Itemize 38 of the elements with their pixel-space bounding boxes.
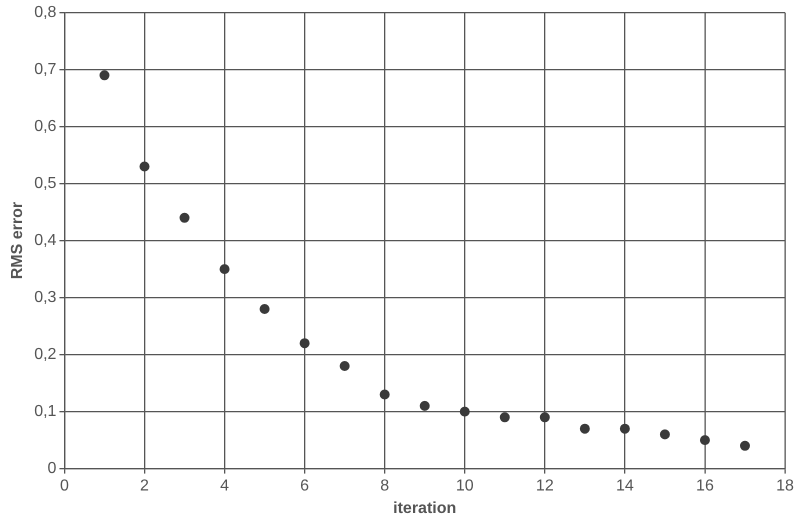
point [380, 390, 390, 400]
point [620, 424, 630, 434]
x-axis-title: iteration [393, 500, 456, 517]
point [300, 338, 310, 348]
point [220, 264, 230, 274]
point [660, 429, 670, 440]
point [700, 435, 710, 446]
point [460, 406, 470, 417]
x-tick-label: 10 [456, 478, 474, 495]
point [540, 412, 550, 422]
x-tick-label: 16 [696, 478, 714, 495]
x-tick-label: 4 [220, 478, 230, 495]
x-tick-label: 18 [776, 478, 794, 495]
point [500, 412, 510, 422]
y-tick-label: 0,1 [34, 403, 57, 420]
x-tick-label: 2 [140, 478, 150, 495]
point [140, 162, 150, 172]
point [580, 424, 590, 434]
point [180, 212, 190, 223]
y-tick-label: 0,8 [34, 4, 57, 22]
point [260, 304, 270, 314]
point [99, 70, 110, 80]
y-tick-label: 0,7 [34, 61, 57, 78]
y-tick-label: 0 [48, 460, 57, 478]
y-tick-label: 0,3 [34, 289, 57, 306]
point [740, 440, 750, 451]
point [420, 400, 430, 411]
x-tick-label: 14 [616, 478, 634, 495]
y-tick-label: 0,5 [34, 175, 57, 192]
x-tick-label: 8 [380, 478, 390, 495]
y-tick-label: 0,4 [34, 232, 57, 250]
y-tick-label: 0,2 [34, 346, 57, 364]
y-tick-label: 0,6 [34, 118, 57, 136]
point [340, 361, 350, 371]
x-tick-label: 12 [536, 478, 554, 495]
x-tick-label: 6 [300, 478, 310, 495]
y-axis-title: RMS error [9, 202, 26, 280]
x-tick-label: 0 [60, 478, 69, 495]
